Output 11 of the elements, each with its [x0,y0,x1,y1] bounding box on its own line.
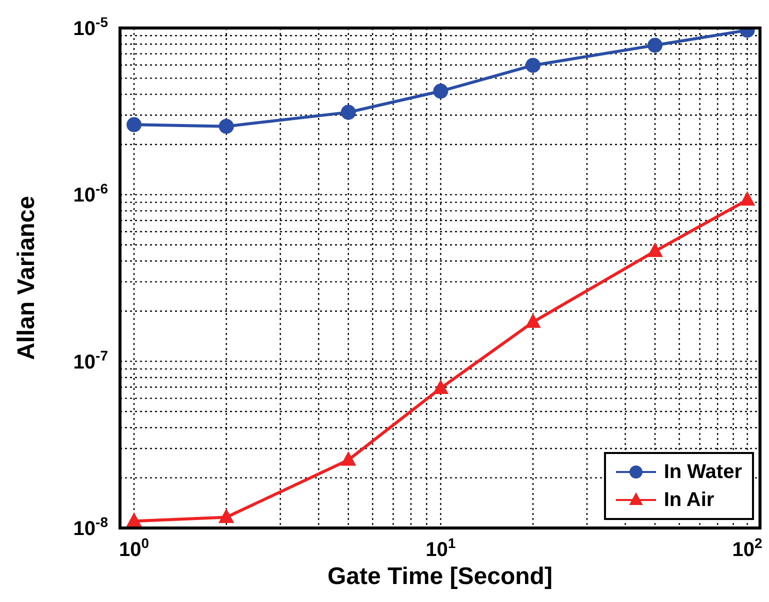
x-tick-label: 10$^{1}$ [426,535,456,561]
y-tick-label: 10$^{-8}$ [73,514,108,540]
y-tick-label: 10$^{-7}$ [73,347,108,374]
legend-label: In Water [664,460,742,484]
x-axis-title: Gate Time [Second] [328,563,552,590]
y-axis-title: Allan Variance [13,196,40,360]
legend-label: In Air [664,488,714,512]
y-tick-label: 10$^{-5}$ [73,14,108,40]
x-tick-label: 10$^{2}$ [732,535,763,561]
x-tick-label: 10$^{0}$ [119,535,150,561]
y-tick-label: 10$^{-6}$ [73,180,108,207]
